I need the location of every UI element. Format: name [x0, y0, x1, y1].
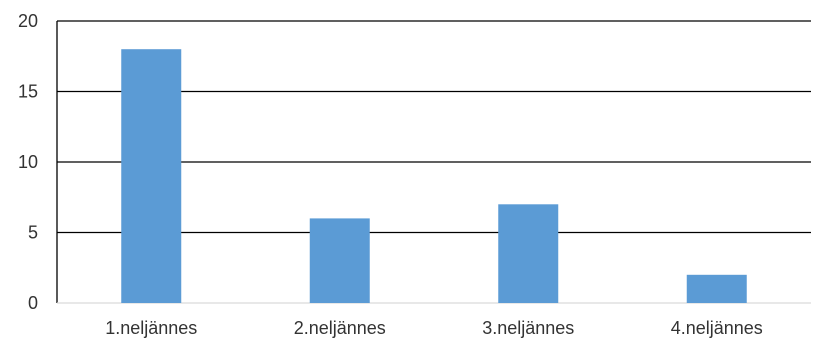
x-tick-label: 1.neljännes — [105, 318, 197, 338]
bar — [121, 49, 182, 304]
bar — [498, 204, 559, 303]
y-tick-label: 0 — [28, 293, 38, 313]
y-tick-label: 15 — [18, 82, 38, 102]
y-axis-ticks: 0 5 10 15 20 — [18, 11, 38, 313]
bar — [309, 218, 370, 303]
y-tick-label: 10 — [18, 152, 38, 172]
grid-layer — [56, 20, 811, 304]
bars-layer — [121, 49, 747, 304]
bar — [686, 274, 747, 303]
y-tick-label: 20 — [18, 11, 38, 31]
x-tick-label: 4.neljännes — [671, 318, 763, 338]
x-tick-label: 3.neljännes — [482, 318, 574, 338]
x-tick-label: 2.neljännes — [294, 318, 386, 338]
y-tick-label: 5 — [28, 223, 38, 243]
x-axis-ticks: 1.neljännes 2.neljännes 3.neljännes 4.neljä… — [105, 318, 763, 338]
